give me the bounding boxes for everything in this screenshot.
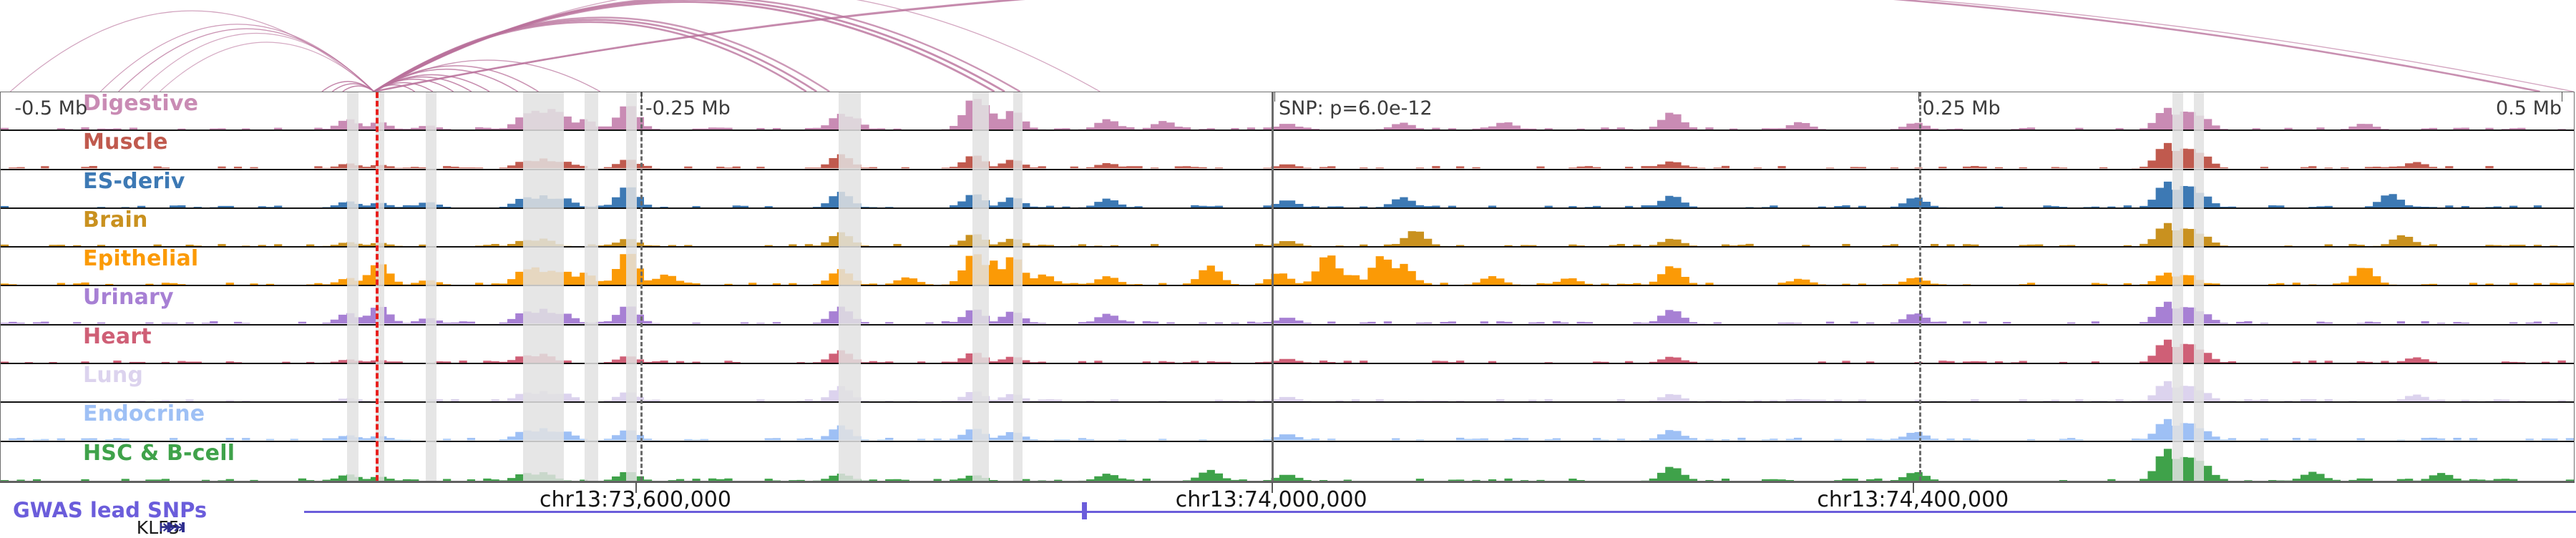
axis-tick: [1271, 481, 1273, 493]
axis-coordinate-label: chr13:74,000,000: [1175, 487, 1367, 512]
axis-tick: [1913, 481, 1915, 493]
axis-line: [0, 481, 2575, 483]
track-endocrine[interactable]: Endocrine: [1, 401, 2574, 442]
track-signal-plot: [1, 403, 2574, 441]
track-signal-plot: [1, 326, 2574, 363]
signal-track-panel[interactable]: Digestive Muscle ES-deriv Brain Epitheli…: [0, 92, 2575, 481]
axis-tick: [635, 481, 637, 493]
track-signal-plot: [1, 170, 2574, 207]
track-lung[interactable]: Lung: [1, 363, 2574, 404]
track-urinary[interactable]: Urinary: [1, 285, 2574, 326]
track-brain[interactable]: Brain: [1, 207, 2574, 248]
chromatin-loop-arcs: [0, 0, 2576, 92]
track-signal-plot: [1, 92, 2574, 130]
track-hsc-b-cell[interactable]: HSC & B-cell: [1, 441, 2574, 481]
track-digestive[interactable]: Digestive: [1, 92, 2574, 132]
axis-coordinate-label: chr13:73,600,000: [540, 487, 731, 512]
track-heart[interactable]: Heart: [1, 324, 2574, 365]
track-muscle[interactable]: Muscle: [1, 129, 2574, 170]
track-es-deriv[interactable]: ES-deriv: [1, 169, 2574, 209]
track-signal-plot: [1, 286, 2574, 324]
track-epithelial[interactable]: Epithelial: [1, 246, 2574, 287]
gene-track[interactable]: KLF5: [0, 517, 2576, 538]
track-signal-plot: [1, 248, 2574, 285]
track-signal-plot: [1, 209, 2574, 247]
gwas-track-line: [303, 511, 2576, 513]
gene-model-klf5[interactable]: [160, 519, 186, 538]
axis-coordinate-label: chr13:74,400,000: [1817, 487, 2009, 512]
track-signal-plot: [1, 364, 2574, 402]
track-signal-plot: [1, 442, 2574, 481]
coordinate-axis: chr13:73,600,000 chr13:74,000,000 chr13:74…: [0, 481, 2575, 512]
gwas-lead-snps-label: GWAS lead SNPs: [13, 498, 208, 522]
gwas-lead-snps-track[interactable]: GWAS lead SNPs: [0, 498, 2576, 522]
track-signal-plot: [1, 131, 2574, 169]
gwas-lead-snp-mark[interactable]: [1082, 502, 1087, 519]
